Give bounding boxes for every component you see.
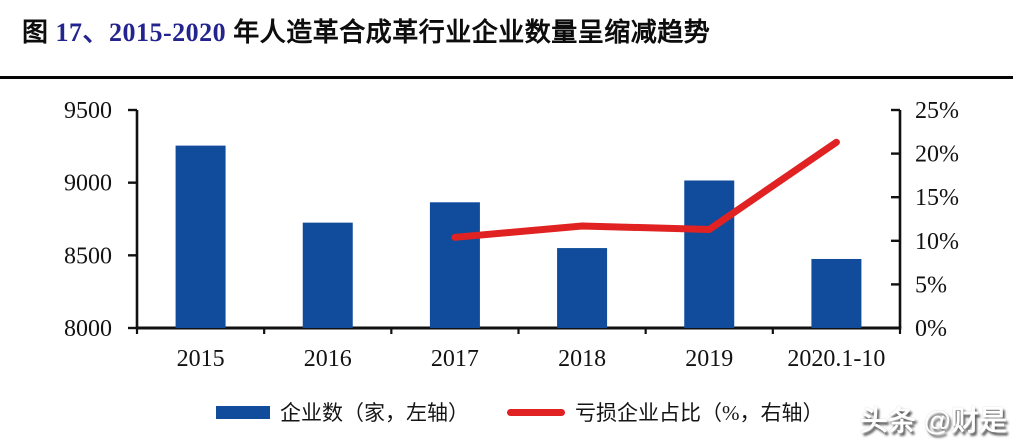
bar-2018 xyxy=(557,248,608,328)
x-axis-label-2015: 2015 xyxy=(177,346,225,372)
bar-2015 xyxy=(175,145,226,328)
legend-label: 企业数（家，左轴） xyxy=(280,401,469,425)
x-axis-label-2017: 2017 xyxy=(431,346,479,372)
figure-title-part: 17、2015-2020 xyxy=(55,18,234,47)
title-divider xyxy=(0,76,1013,79)
bar-2019 xyxy=(684,180,735,328)
right-axis-tick-label: 25% xyxy=(915,98,959,124)
x-axis-label-2016: 2016 xyxy=(304,346,352,372)
x-axis-label-2019: 2019 xyxy=(685,346,733,372)
legend-item: 企业数（家，左轴） xyxy=(216,399,469,425)
left-axis-tick-label: 8000 xyxy=(64,316,112,342)
x-axis-label-2018: 2018 xyxy=(558,346,606,372)
left-axis-tick-label: 8500 xyxy=(64,243,112,269)
x-axis-label-2020.1-10: 2020.1-10 xyxy=(787,346,885,372)
legend-item: 亏损企业占比（%，右轴） xyxy=(507,399,824,425)
left-axis-tick-label: 9500 xyxy=(64,98,112,124)
watermark-text: 头条 @财是 xyxy=(859,405,1007,436)
right-axis-tick-label: 20% xyxy=(915,142,959,168)
bar-2017 xyxy=(429,202,480,328)
bar-2016 xyxy=(302,222,353,328)
bar-2020.1-10 xyxy=(811,258,862,328)
figure-title-part: 年人造革合成革行业企业数量呈缩减趋势 xyxy=(233,18,711,47)
right-axis-tick-label: 15% xyxy=(915,185,959,211)
right-axis-tick-label: 0% xyxy=(915,316,947,342)
bar-series-swatch xyxy=(216,405,270,419)
figure-title: 图 17、2015-2020 年人造革合成革行业企业数量呈缩减趋势 xyxy=(22,16,710,50)
right-axis-tick-label: 5% xyxy=(915,272,947,298)
chart-legend: 企业数（家，左轴） 亏损企业占比（%，右轴） xyxy=(0,399,1013,427)
figure-title-part: 图 xyxy=(22,18,56,47)
right-axis-tick-label: 10% xyxy=(915,229,959,255)
loss-ratio-line xyxy=(451,138,840,241)
line-series-swatch xyxy=(507,408,565,416)
left-axis-tick-label: 9000 xyxy=(64,171,112,197)
legend-label: 亏损企业占比（%，右轴） xyxy=(575,401,824,425)
